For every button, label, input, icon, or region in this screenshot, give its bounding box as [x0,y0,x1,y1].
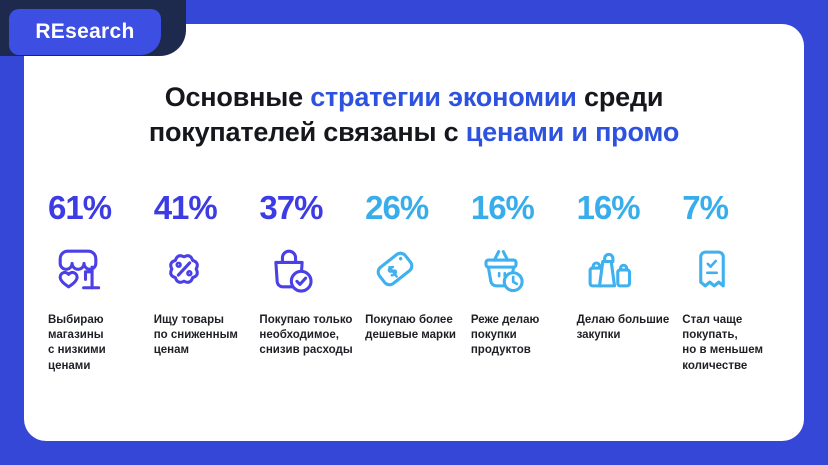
stat-percent: 26% [365,189,429,227]
receipt-check-icon [682,239,780,303]
stats-grid: 61% Выбираю магазины с низкими ценами 41… [46,189,782,374]
stat-label: Покупаю более дешевые марки [365,314,456,342]
discount-badge-icon [154,239,252,303]
stat-column-bulk-shopping: 16% Делаю большие закупки [577,189,675,374]
basket-clock-icon [471,239,569,303]
title-segment: среди покупателей связаны с [148,82,664,147]
stat-column-cheaper-brands: 26% Покупаю более дешевые марки [365,189,463,374]
title-segment-highlight: ценами и промо [465,116,680,147]
stat-percent: 7% [682,189,729,227]
storefront-heart-icon [48,239,146,303]
stat-label: Стал чаще покупать, но в меньшем количес… [682,314,763,372]
stat-column-fewer-grocery-trips: 16% Реже делаю покупки продуктов [471,189,569,374]
card-content: Основные стратегии экономии среди покупа… [24,24,804,441]
stat-column-smaller-quantities: 7% Стал чаще покупать, но в меньшем коли… [682,189,780,374]
stat-percent: 41% [153,189,218,227]
stat-label: Выбираю магазины с низкими ценами [48,314,106,372]
content-card [24,24,804,441]
title-segment: Основные [164,82,311,112]
stat-percent: 16% [576,189,641,227]
stat-percent: 61% [48,189,112,227]
stat-column-low-price-stores: 61% Выбираю магазины с низкими ценами [48,189,146,374]
logo: REsearch [9,9,161,55]
stat-percent: 37% [259,189,323,227]
shopping-bag-check-icon [259,239,357,303]
stat-label: Покупаю только необходимое, снизив расхо… [259,314,353,357]
stat-label: Реже делаю покупки продуктов [470,314,540,357]
stat-column-essentials-only: 37% Покупаю только необходимое, снизив р… [259,189,357,374]
stat-percent: 16% [470,189,535,227]
slide-title: Основные стратегии экономии среди покупа… [92,80,737,149]
price-tag-icon [365,239,463,303]
shopping-bags-icon [577,239,675,303]
stat-column-discounted-goods: 41% Ищу товары по сниженным ценам [154,189,252,374]
stat-label: Ищу товары по сниженным ценам [153,314,238,357]
logo-text: REsearch [35,20,135,43]
stat-label: Делаю большие закупки [576,314,670,342]
title-segment-highlight: стратегии экономии [310,82,577,112]
